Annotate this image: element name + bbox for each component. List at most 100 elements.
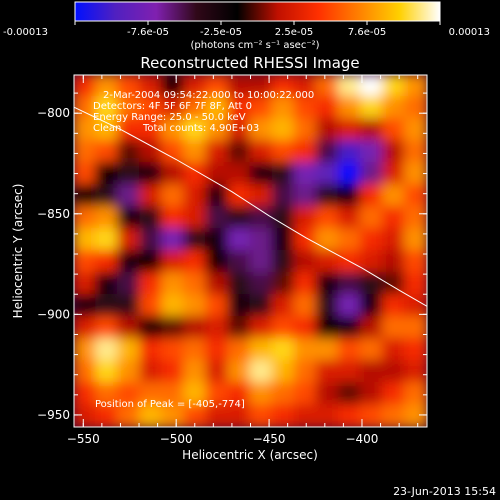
heatmap-cell (161, 206, 186, 230)
heatmap-cell (249, 75, 274, 98)
heatmap-cell (139, 338, 164, 362)
heatmap-cell (315, 184, 340, 208)
heatmap-cell (293, 382, 318, 406)
x-tick-label: −400 (345, 432, 378, 446)
heatmap-cell (271, 140, 296, 164)
y-tick-label: −950 (37, 408, 70, 422)
heatmap-cell (161, 404, 186, 427)
y-tick-label: −850 (37, 207, 70, 221)
heatmap-cell (117, 162, 142, 186)
heatmap-cell (293, 118, 318, 142)
heatmap-cell (359, 250, 384, 274)
heatmap-cell (161, 360, 186, 384)
colorbar-tick-label: 0.00013 (449, 27, 490, 38)
heatmap-cell (403, 338, 427, 362)
heatmap-cell (139, 184, 164, 208)
heatmap-cell (74, 206, 98, 230)
heatmap-cell (337, 228, 362, 252)
heatmap-cell (249, 404, 274, 427)
heatmap-cell (205, 228, 230, 252)
heatmap-cell (117, 206, 142, 230)
heatmap-cell (227, 162, 252, 186)
heatmap-cell (359, 162, 384, 186)
heatmap-cell (74, 75, 98, 98)
heatmap-cell (249, 206, 274, 230)
heatmap-cell (139, 250, 164, 274)
heatmap-cell (95, 206, 120, 230)
heatmap-cell (183, 316, 208, 340)
colorbar-tick-label: -2.5e-05 (200, 27, 242, 38)
y-axis-label: Heliocentric Y (arcsec) (11, 184, 25, 319)
heatmap-cell (183, 360, 208, 384)
heatmap-cell (293, 272, 318, 296)
heatmap-cell (359, 404, 384, 427)
info-annotations: 2-Mar-2004 09:54:22.000 to 10:00:22.000 … (93, 90, 314, 410)
heatmap-cell (161, 250, 186, 274)
heatmap-cell (95, 250, 120, 274)
heatmap-cell (271, 272, 296, 296)
heatmap-cell (293, 162, 318, 186)
heatmap-cell (293, 316, 318, 340)
heatmap-cell (74, 404, 98, 427)
heatmap-cell (315, 382, 340, 406)
heatmap-cell (337, 404, 362, 427)
heatmap-cell (183, 140, 208, 164)
heatmap (74, 75, 427, 427)
heatmap-cell (205, 118, 230, 142)
heatmap-cell (183, 272, 208, 296)
heatmap-cell (205, 206, 230, 230)
heatmap-cell (161, 316, 186, 340)
y-tick-label: −800 (37, 106, 70, 120)
heatmap-cell (117, 75, 142, 98)
heatmap-cell (139, 316, 164, 340)
heatmap-cell (227, 184, 252, 208)
heatmap-cell (381, 96, 406, 120)
algorithm-text: Clean (93, 123, 121, 134)
heatmap-cell (315, 206, 340, 230)
heatmap-cell (205, 184, 230, 208)
heatmap-cell (359, 118, 384, 142)
heatmap-cell (271, 96, 296, 120)
heatmap-cell (161, 228, 186, 252)
heatmap-cell (271, 228, 296, 252)
heatmap-cell (403, 228, 427, 252)
heatmap-cell (359, 75, 384, 98)
heatmap-cell (403, 272, 427, 296)
heatmap-cell (95, 272, 120, 296)
colorbar-tick-label: -0.00013 (3, 27, 48, 38)
heatmap-cell (271, 118, 296, 142)
heatmap-cell (227, 206, 252, 230)
heatmap-cell (381, 162, 406, 186)
heatmap-cell (74, 382, 98, 406)
heatmap-cell (205, 96, 230, 120)
heatmap-cell (293, 184, 318, 208)
heatmap-cell (183, 184, 208, 208)
heatmap-cell (337, 162, 362, 186)
heatmap-cell (249, 360, 274, 384)
heatmap-cell (315, 228, 340, 252)
heatmap-cell (139, 382, 164, 406)
heatmap-cell (403, 316, 427, 340)
x-tick-label: −450 (253, 432, 286, 446)
heatmap-cell (315, 140, 340, 164)
heatmap-cell (161, 118, 186, 142)
x-axis-label: Heliocentric X (arcsec) (182, 448, 318, 462)
heatmap-cell (249, 140, 274, 164)
heatmap-cell (293, 294, 318, 318)
heatmap-cell (249, 316, 274, 340)
chart-title: Reconstructed RHESSI Image (140, 54, 359, 72)
heatmap-cell (381, 228, 406, 252)
heatmap-cell (337, 96, 362, 120)
heatmap-cell (249, 250, 274, 274)
heatmap-cell (359, 360, 384, 384)
heatmap-cell (271, 294, 296, 318)
heatmap-cell (183, 96, 208, 120)
heatmap-cell (315, 404, 340, 427)
x-axis-ticks: −550 −500 −450 −400 (67, 75, 419, 446)
heatmap-cell (227, 228, 252, 252)
heatmap-cell (117, 250, 142, 274)
x-tick-label: −550 (67, 432, 100, 446)
heatmap-cell (381, 206, 406, 230)
heatmap-cell (271, 316, 296, 340)
heatmap-cell (205, 250, 230, 274)
